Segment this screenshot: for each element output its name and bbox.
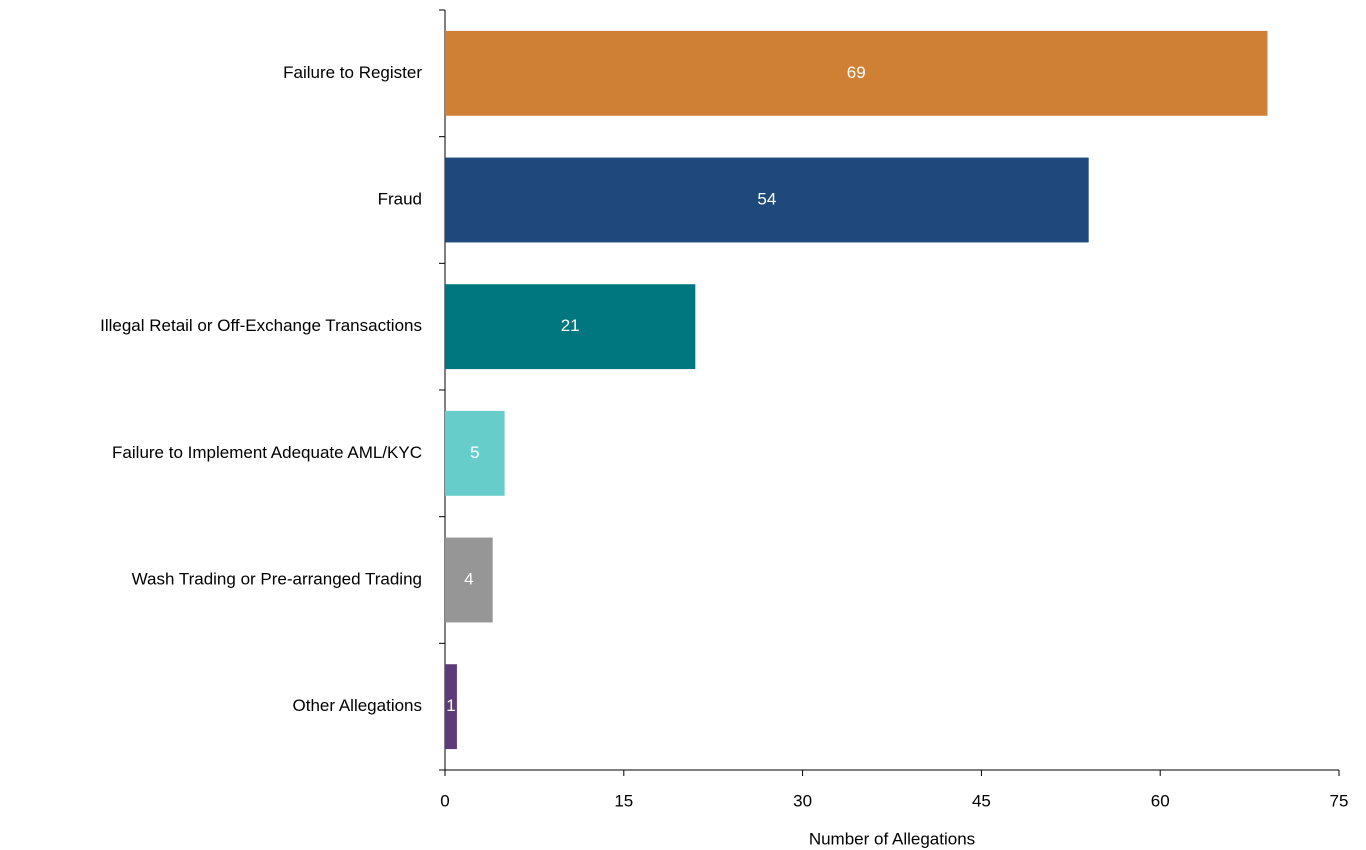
y-tick-label: Failure to Implement Adequate AML/KYC xyxy=(112,443,422,462)
bar xyxy=(445,410,505,496)
x-tick-label: 15 xyxy=(614,791,633,810)
x-tick-label: 45 xyxy=(972,791,991,810)
bar xyxy=(445,537,493,623)
y-tick-label: Illegal Retail or Off-Exchange Transacti… xyxy=(100,316,422,335)
bar xyxy=(445,30,1268,116)
bar xyxy=(445,157,1089,243)
data-label: 21 xyxy=(561,316,580,335)
y-tick-label: Other Allegations xyxy=(293,696,422,715)
data-label: 69 xyxy=(847,63,866,82)
x-tick-label: 75 xyxy=(1330,791,1349,810)
y-tick-label: Wash Trading or Pre-arranged Trading xyxy=(132,569,422,588)
data-label: 5 xyxy=(470,443,479,462)
y-tick-label: Failure to Register xyxy=(283,63,422,82)
x-tick-label: 0 xyxy=(440,791,449,810)
x-axis-label: Number of Allegations xyxy=(809,829,975,848)
data-label: 54 xyxy=(757,189,776,208)
bar xyxy=(445,284,696,370)
data-label: 1 xyxy=(446,696,455,715)
data-label: 4 xyxy=(464,569,473,588)
x-tick-label: 60 xyxy=(1151,791,1170,810)
x-tick-label: 30 xyxy=(793,791,812,810)
bar xyxy=(445,664,457,750)
y-tick-label: Fraud xyxy=(378,189,422,208)
